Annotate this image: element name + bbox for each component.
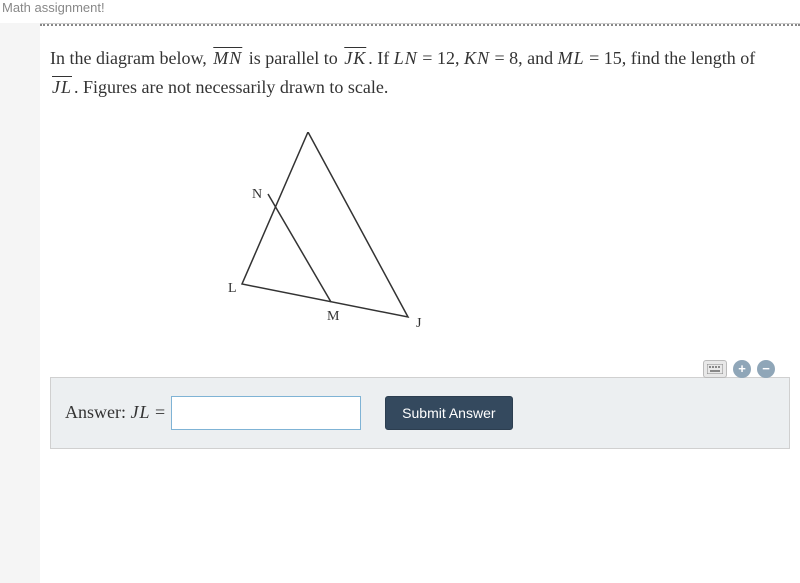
text-find: , find the length of xyxy=(622,48,755,68)
text-mid2: . If xyxy=(368,48,394,68)
panel-tools: + − xyxy=(703,360,775,378)
label-l: L xyxy=(228,281,237,296)
answer-equals: = xyxy=(151,402,166,422)
answer-panel: + − Answer: JL = Submit Answer xyxy=(50,377,790,449)
eq1-val: 12 xyxy=(437,48,455,68)
plus-button[interactable]: + xyxy=(733,360,751,378)
label-m: M xyxy=(327,309,340,324)
divider xyxy=(40,24,800,26)
segment-jl: JL xyxy=(50,77,74,97)
minus-button[interactable]: − xyxy=(757,360,775,378)
text-mid1: is parallel to xyxy=(244,48,342,68)
problem-statement: In the diagram below, MN is parallel to … xyxy=(40,44,800,102)
segment-jk: JK xyxy=(342,48,368,68)
page-header: Math assignment! xyxy=(0,0,800,23)
answer-var: JL xyxy=(131,402,151,422)
answer-prefix: Answer: xyxy=(65,402,131,422)
text-intro: In the diagram below, xyxy=(50,48,211,68)
diagram-svg: KNLMJ xyxy=(210,132,450,342)
eq1-lhs: LN xyxy=(394,48,418,68)
submit-button[interactable]: Submit Answer xyxy=(385,396,512,430)
triangle-diagram: KNLMJ xyxy=(40,102,800,347)
text-and: , and xyxy=(518,48,558,68)
content-area: In the diagram below, MN is parallel to … xyxy=(40,23,800,583)
eq2-val: 8 xyxy=(509,48,518,68)
eq3-lhs: ML xyxy=(558,48,585,68)
text-outro: . Figures are not necessarily drawn to s… xyxy=(74,77,388,97)
label-j: J xyxy=(416,316,422,331)
eq2-lhs: KN xyxy=(464,48,490,68)
answer-input[interactable] xyxy=(171,396,361,430)
eq3-val: 15 xyxy=(604,48,622,68)
answer-label: Answer: JL = xyxy=(65,402,165,423)
keyboard-icon[interactable] xyxy=(703,360,727,378)
segment-mn: MN xyxy=(211,48,244,68)
label-n: N xyxy=(252,187,262,202)
